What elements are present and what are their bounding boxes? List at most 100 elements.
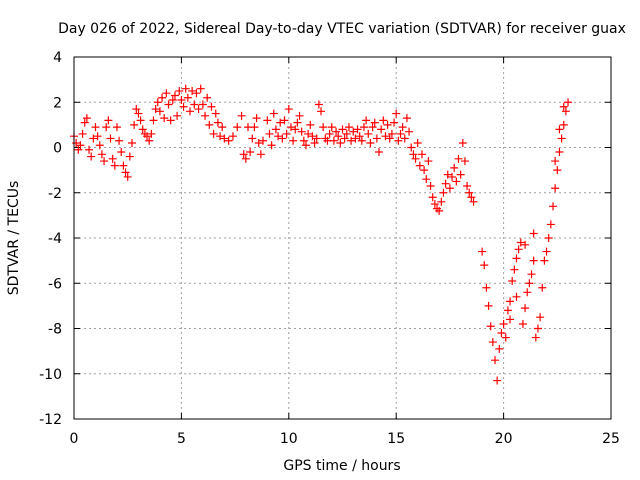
data-point [115,136,124,145]
data-point [544,234,553,242]
data-point [280,116,289,125]
data-point [289,136,298,145]
data-point [207,102,216,111]
data-point [196,84,205,93]
x-tick-label: 15 [387,431,405,447]
data-point [506,315,515,324]
data-point [387,129,396,138]
data-point [319,123,328,132]
data-point [306,120,315,129]
data-point [102,123,111,132]
data-point [542,247,551,256]
data-point [465,188,474,197]
data-point [112,123,121,132]
data-point [192,89,201,98]
data-point [259,136,268,145]
data-point [74,145,83,154]
data-point [370,118,379,127]
data-point [501,333,510,342]
data-point [342,129,351,138]
data-point [87,152,96,161]
data-point [478,247,487,256]
data-point [211,109,220,118]
data-point [80,118,89,127]
data-point [183,93,192,102]
data-point [295,111,304,120]
axis-ticks: 0 5 10 15 20 25 -12 -10 -8 -6 -4 -2 0 2 4 [39,50,620,447]
data-point [209,129,218,138]
data-point [117,148,126,157]
data-point [203,93,212,102]
data-point [559,102,568,111]
data-point [181,84,190,93]
data-point [312,134,321,143]
data-point [553,166,562,175]
data-point [564,98,573,107]
data-point [405,127,414,136]
data-point [201,111,210,120]
data-point [175,86,184,95]
data-point [448,172,457,181]
data-point [430,200,439,209]
data-point [170,91,179,100]
data-point [353,125,362,134]
data-point [527,270,536,279]
data-point [119,161,128,170]
data-point [549,202,558,211]
data-point [521,240,530,249]
data-points [70,84,573,385]
data-point [123,172,132,181]
data-point [308,132,317,141]
data-point [426,181,435,190]
data-point [299,136,308,145]
data-point [538,283,547,292]
data-point [551,157,560,166]
data-point [469,197,478,206]
data-point [344,123,353,132]
data-point [160,114,169,123]
data-point [239,150,248,159]
x-tick-label: 5 [177,431,186,447]
data-point [366,138,375,147]
y-tick-label: -6 [48,276,62,292]
data-point [516,238,525,247]
data-point [177,95,186,104]
data-point [93,132,102,141]
data-point [241,154,250,163]
data-point [445,184,454,193]
data-point [256,150,265,159]
data-point [108,154,117,163]
data-point [413,138,422,147]
data-point [271,125,280,134]
data-point [540,256,549,265]
data-point [488,338,497,347]
data-point [278,134,287,143]
data-point [497,329,506,338]
data-point [512,292,521,301]
data-point [179,102,188,111]
data-point [325,129,334,138]
data-point [394,136,403,145]
data-point [143,132,152,141]
data-point [450,163,459,172]
data-point [398,123,407,132]
data-point [95,141,104,150]
data-point [149,116,158,125]
data-point [385,134,394,143]
data-point [484,301,493,310]
data-point [514,245,523,254]
data-point [460,157,469,166]
data-point [555,125,564,134]
data-point [561,107,570,116]
data-point [76,141,85,150]
data-point [349,127,358,136]
data-point [317,107,326,116]
data-point [205,120,214,129]
data-point [463,181,472,190]
data-point [381,132,390,141]
data-point [510,265,519,274]
data-point [362,116,371,125]
data-point [491,356,500,365]
data-point [72,138,81,147]
data-point [499,319,508,328]
